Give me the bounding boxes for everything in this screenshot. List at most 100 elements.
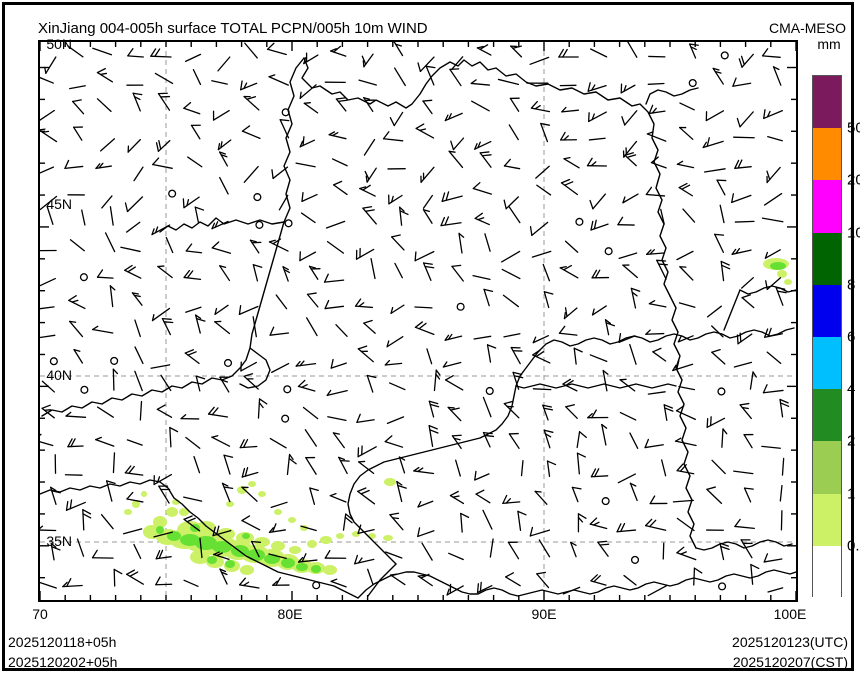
wind-barb-flag (211, 222, 216, 230)
wind-barb-flag (767, 327, 772, 338)
wind-barb-shaft (91, 328, 114, 334)
wind-barb-flag (420, 573, 430, 579)
wind-barb-flag (82, 509, 92, 515)
wind-barb-shaft (422, 100, 433, 115)
wind-barb-flag (474, 470, 477, 481)
wind-barb-shaft (741, 53, 754, 68)
wind-barb-flag (739, 402, 750, 406)
wind-barb-shaft (193, 455, 201, 474)
wind-barb-shaft (305, 457, 317, 475)
wind-barb-shaft (503, 333, 521, 338)
wind-barb-shaft (268, 241, 289, 252)
wind-barb-shaft (309, 487, 316, 505)
wind-barb-flag (570, 541, 577, 546)
wind-barb-flag (472, 182, 481, 190)
wind-barb-flag (602, 369, 609, 375)
wind-barb-shaft (474, 473, 490, 481)
wind-barb-flag (766, 170, 771, 181)
wind-barb-flag (249, 239, 257, 243)
wind-barb-shaft (183, 107, 201, 115)
wind-barb-flag (258, 398, 268, 405)
wind-barb-flag (448, 150, 456, 153)
wind-barb-shaft (356, 419, 375, 424)
wind-barb-shaft (384, 440, 404, 448)
wind-barb-flag (394, 43, 403, 47)
wind-barb-flag (512, 45, 522, 49)
wind-barb-shaft (661, 459, 667, 477)
calm-wind-symbol (80, 385, 89, 394)
wind-barb-shaft (366, 374, 374, 393)
wind-barb-flag (505, 498, 512, 504)
wind-barb-flag (563, 157, 571, 160)
wind-barb-flag (505, 572, 515, 578)
wind-barb-shaft (741, 297, 755, 309)
wind-barb-flag (364, 170, 370, 180)
wind-barb-shaft (531, 250, 552, 258)
map-plot-area[interactable] (38, 40, 798, 602)
wind-barb-shaft (156, 408, 173, 418)
wind-barb-shaft (358, 79, 377, 86)
colorbar-tick-label: 1 (847, 485, 856, 503)
wind-barb-shaft (69, 239, 85, 252)
wind-barb-shaft (40, 581, 57, 589)
wind-barb-shaft (739, 404, 752, 420)
wind-barb-flag (221, 379, 229, 383)
wind-barb-flag (390, 195, 394, 203)
wind-barb-flag (215, 525, 220, 536)
wind-barb-shaft (740, 539, 753, 559)
wind-barb-flag (365, 175, 368, 183)
wind-barb-shaft (124, 472, 144, 476)
wind-barb-shaft (65, 501, 86, 511)
wind-barb-shaft (531, 221, 549, 236)
wind-barb-shaft (241, 130, 261, 140)
model-label: CMA-MESO (769, 20, 846, 36)
wind-barb-shaft (331, 158, 348, 167)
wind-barb-flag (476, 45, 484, 49)
wind-barb-shaft (475, 493, 491, 504)
wind-barb-shaft (100, 514, 114, 530)
wind-barb-shaft (388, 382, 406, 391)
wind-barb-flag (219, 568, 227, 573)
wind-barb-flag (534, 490, 542, 493)
wind-barb-shaft (252, 316, 257, 338)
wind-barb-flag (544, 433, 552, 438)
wind-barb-shaft (71, 100, 85, 115)
colorbar[interactable]: 50 20 10 8 6 4 2 1 0.1 (812, 75, 860, 599)
wind-barb-shaft (62, 584, 83, 588)
wind-barb-flag (331, 132, 339, 137)
wind-barb-shaft (501, 268, 521, 280)
wind-barb-flag (62, 581, 68, 588)
wind-barb-shaft (45, 56, 57, 74)
wind-barb-flag (214, 221, 219, 228)
wind-barb-shaft (721, 428, 724, 448)
wind-barb-shaft (109, 285, 114, 308)
wind-barb-flag (288, 457, 297, 465)
wind-barb-shaft (126, 573, 144, 585)
wind-barb-shaft (385, 551, 403, 559)
wind-barb-shaft (761, 445, 781, 449)
colorbar-segment (813, 545, 841, 599)
wind-barb-flag (591, 113, 595, 121)
wind-barb-flag (186, 270, 194, 279)
wind-barb-flag (389, 117, 395, 127)
wind-barb-flag (357, 345, 368, 350)
colorbar-segment (813, 337, 841, 390)
calm-wind-symbol (79, 273, 88, 282)
wind-barb-flag (150, 48, 157, 57)
wind-barb-flag (269, 326, 275, 336)
wind-barb-shaft (184, 352, 200, 365)
wind-barb-flag (415, 123, 425, 130)
wind-barb-flag (714, 233, 725, 236)
wind-barb-flag (593, 575, 601, 583)
wind-barb-flag (303, 102, 311, 104)
wind-barb-flag (629, 482, 637, 487)
wind-barb-shaft (455, 459, 461, 477)
wind-barb-flag (677, 335, 682, 343)
wind-barb-flag (564, 307, 568, 318)
wind-barb-flag (743, 487, 754, 490)
wind-barb-flag (562, 378, 571, 385)
wind-barb-flag (217, 143, 221, 151)
wind-barb-flag (65, 411, 72, 417)
wind-barb-shaft (529, 529, 551, 537)
